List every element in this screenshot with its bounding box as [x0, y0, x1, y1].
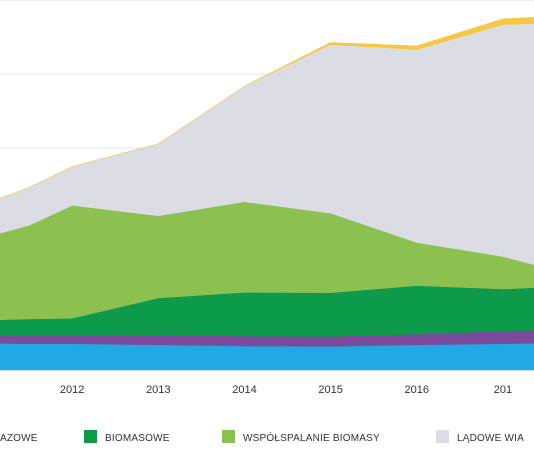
legend-swatch	[436, 430, 449, 443]
legend-label: BIOMASOWE	[105, 433, 170, 444]
x-tick-label: 2013	[146, 384, 170, 396]
legend-item: LĄDOWE WIA	[436, 430, 524, 444]
legend-swatch	[222, 430, 235, 443]
area-series-5	[0, 17, 534, 199]
x-tick-label: 2015	[318, 384, 342, 396]
x-tick-label: 2016	[405, 384, 429, 396]
x-tick-label: 2012	[60, 384, 84, 396]
legend-item: BIOMASOWE	[84, 430, 170, 444]
x-axis-ticks: 2012 2013 2014 2015 2016 201	[60, 384, 512, 396]
area-series-0	[0, 342, 534, 371]
x-tick-label: 2014	[232, 384, 256, 396]
legend-label: WSPÓŁSPALANIE BIOMASY	[243, 431, 380, 444]
legend-label: AZOWE	[0, 433, 38, 444]
legend-item: AZOWE	[0, 433, 38, 444]
legend-label: LĄDOWE WIA	[457, 433, 524, 444]
legend-swatch	[84, 430, 97, 443]
legend: AZOWE BIOMASOWE WSPÓŁSPALANIE BIOMASY LĄDOW…	[0, 430, 524, 444]
legend-item: WSPÓŁSPALANIE BIOMASY	[222, 430, 380, 444]
x-tick-label: 201	[494, 384, 512, 396]
area-series	[0, 17, 534, 371]
